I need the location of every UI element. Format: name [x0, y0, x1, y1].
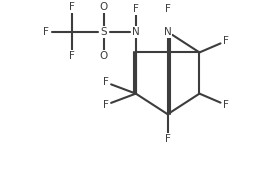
Text: F: F	[165, 134, 171, 144]
Text: N: N	[132, 27, 140, 37]
Text: F: F	[43, 27, 49, 37]
Text: F: F	[103, 100, 109, 110]
Text: O: O	[100, 2, 108, 12]
Text: F: F	[69, 51, 75, 61]
Text: F: F	[223, 100, 228, 110]
Text: F: F	[103, 77, 109, 87]
Text: N: N	[164, 27, 172, 37]
Text: S: S	[101, 27, 107, 37]
Text: F: F	[223, 36, 228, 46]
Text: F: F	[133, 4, 139, 14]
Text: F: F	[165, 4, 171, 14]
Text: O: O	[100, 51, 108, 61]
Text: F: F	[69, 2, 75, 12]
